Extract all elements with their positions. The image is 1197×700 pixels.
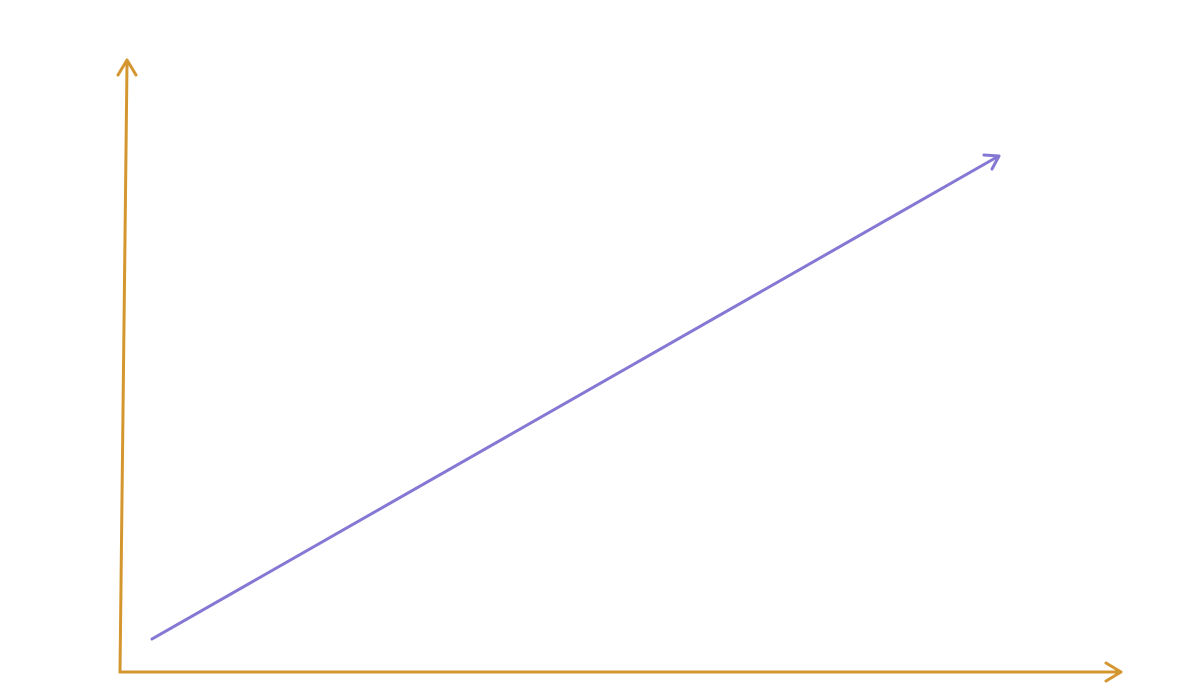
trend-line xyxy=(150,155,999,641)
trend-arrowhead xyxy=(982,153,1001,171)
x-axis-arrowhead xyxy=(1104,661,1123,683)
trend-arrow xyxy=(150,153,1001,641)
y-axis-line xyxy=(118,62,129,674)
y-axis xyxy=(116,58,138,674)
y-axis-arrowhead xyxy=(116,58,138,77)
x-axis xyxy=(118,661,1123,683)
